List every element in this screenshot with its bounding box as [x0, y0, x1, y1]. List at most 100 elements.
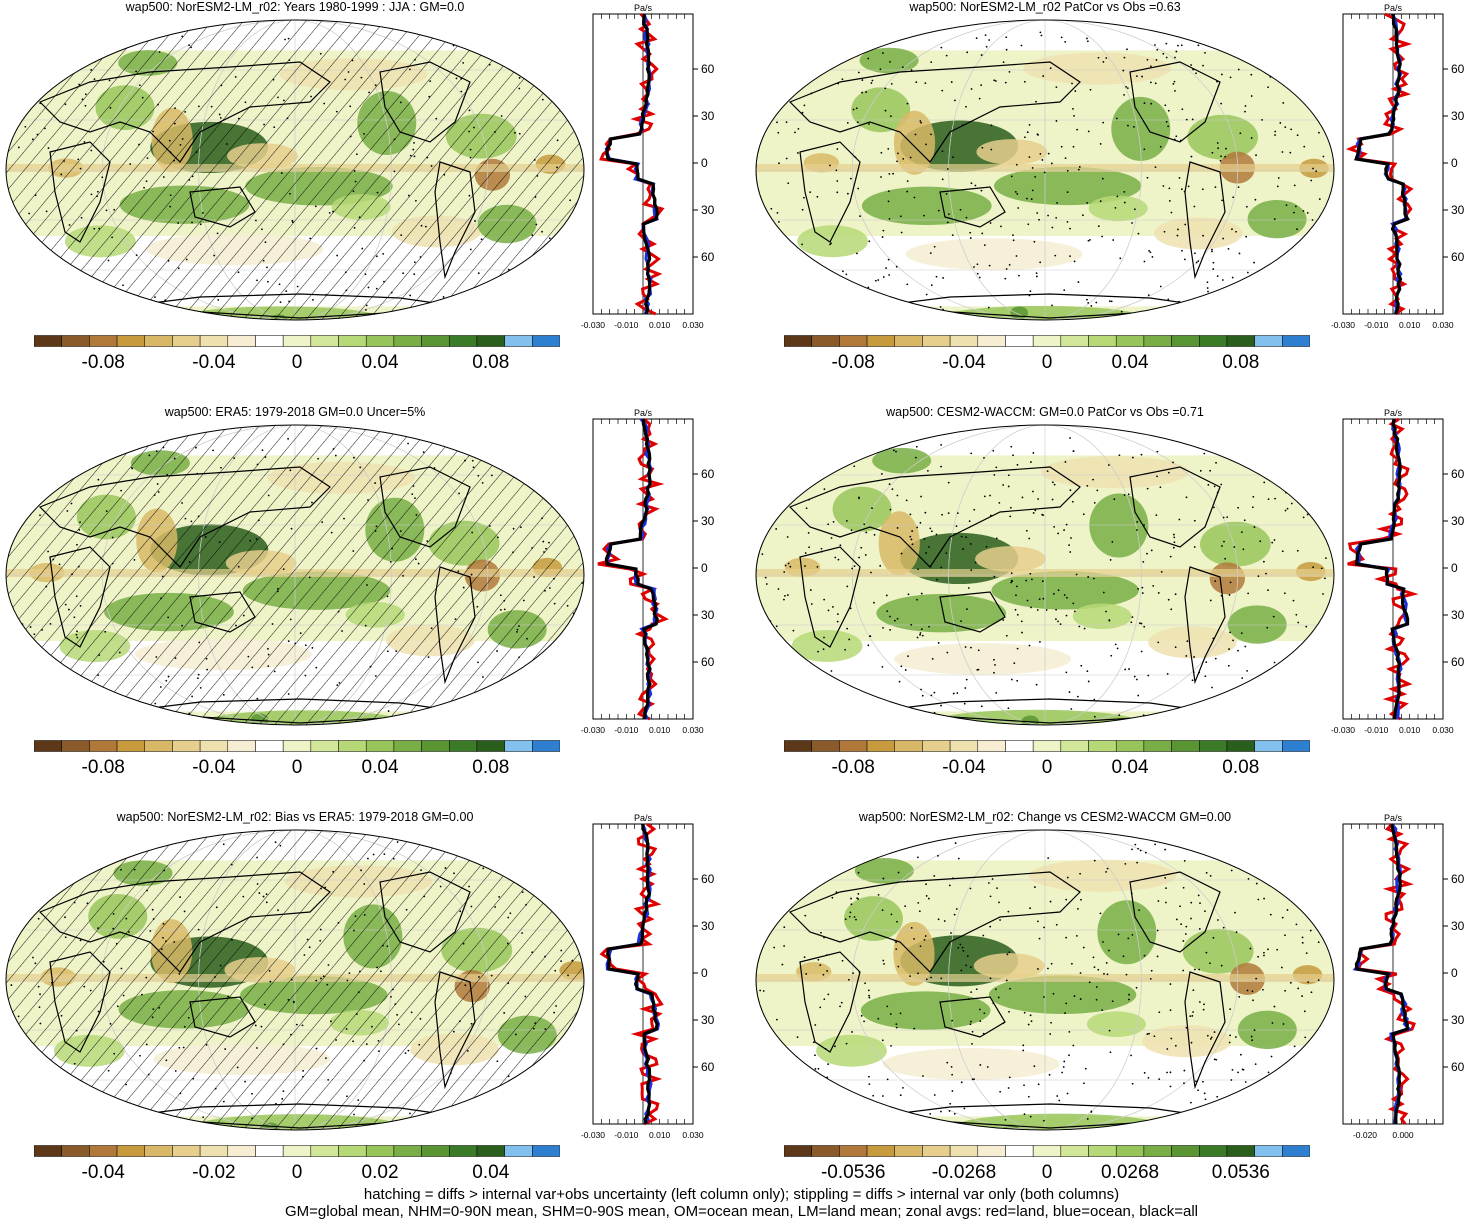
- stipple-dot: [1073, 450, 1075, 452]
- stipple-dot: [1041, 159, 1043, 161]
- stipple-dot: [456, 78, 458, 80]
- stipple-dot: [1251, 95, 1253, 97]
- stipple-dot: [1284, 851, 1286, 853]
- stipple-dot: [428, 656, 430, 658]
- stipple-dot: [1274, 446, 1276, 448]
- colorbar-swatch: [339, 1146, 367, 1157]
- stipple-dot: [1131, 893, 1133, 895]
- stipple-dot: [367, 499, 369, 501]
- stipple-dot: [979, 1020, 981, 1022]
- stipple-dot: [766, 1089, 768, 1091]
- colorbar-swatch: [1116, 336, 1144, 347]
- stipple-dot: [776, 625, 778, 627]
- stipple-dot: [992, 878, 994, 880]
- stipple-dot: [243, 615, 245, 617]
- stipple-dot: [1033, 512, 1035, 514]
- stipple-dot: [805, 973, 807, 975]
- stipple-dot: [966, 679, 968, 681]
- stipple-dot: [868, 240, 870, 242]
- stipple-dot: [969, 520, 971, 522]
- stipple-dot: [394, 138, 396, 140]
- stipple-dot: [847, 193, 849, 195]
- stipple-dot: [300, 632, 302, 634]
- stipple-dot: [1113, 498, 1115, 500]
- stipple-dot: [752, 1062, 754, 1064]
- stipple-dot: [1160, 714, 1162, 716]
- stipple-dot: [1237, 507, 1239, 509]
- stipple-dot: [1122, 70, 1124, 72]
- stipple-dot: [845, 851, 847, 853]
- stipple-dot: [1022, 1050, 1024, 1052]
- stipple-dot: [853, 465, 855, 467]
- colorbar-swatch: [394, 1146, 422, 1157]
- stipple-dot: [886, 1005, 888, 1007]
- stipple-dot: [1203, 33, 1205, 35]
- stipple-dot: [1003, 61, 1005, 63]
- stipple-dot: [1257, 956, 1259, 958]
- stipple-dot: [1242, 548, 1244, 550]
- stipple-dot: [938, 210, 940, 212]
- stipple-dot: [511, 699, 513, 701]
- stipple-dot: [937, 1121, 939, 1123]
- stipple-dot: [1166, 1072, 1168, 1074]
- stipple-dot: [472, 460, 474, 462]
- stipple-dot: [815, 1068, 817, 1070]
- stipple-dot: [554, 970, 556, 972]
- stipple-dot: [1173, 83, 1175, 85]
- stipple-dot: [158, 491, 160, 493]
- colorbar-swatch: [89, 1146, 117, 1157]
- stipple-dot: [1276, 448, 1278, 450]
- stipple-dot: [904, 905, 906, 907]
- stipple-dot: [414, 261, 416, 263]
- stipple-dot: [814, 438, 816, 440]
- stipple-dot: [1037, 609, 1039, 611]
- stipple-dot: [1238, 69, 1240, 71]
- stipple-dot: [1134, 676, 1136, 678]
- stipple-dot: [879, 565, 881, 567]
- stipple-dot: [223, 1101, 225, 1103]
- stipple-dot: [901, 553, 903, 555]
- colorbar-swatch: [1089, 336, 1117, 347]
- stipple-dot: [1252, 506, 1254, 508]
- stipple-dot: [464, 984, 466, 986]
- stipple-dot: [1064, 1012, 1066, 1014]
- stipple-dot: [1088, 681, 1090, 683]
- stipple-dot: [274, 671, 276, 673]
- stipple-dot: [414, 59, 416, 61]
- stipple-dot: [1284, 990, 1286, 992]
- stipple-dot: [1017, 207, 1019, 209]
- stipple-dot: [1089, 239, 1091, 241]
- stipple-dot: [906, 191, 908, 193]
- stipple-dot: [1229, 1034, 1231, 1036]
- stipple-dot: [1217, 275, 1219, 277]
- stipple-dot: [1127, 937, 1129, 939]
- field-blob: [1148, 626, 1237, 658]
- stipple-dot: [970, 991, 972, 993]
- stipple-dot: [808, 546, 810, 548]
- stipple-dot: [554, 603, 556, 605]
- field-blob: [1248, 200, 1307, 238]
- colorbar-swatch: [505, 336, 533, 347]
- stipple-dot: [1214, 186, 1216, 188]
- stipple-dot: [315, 980, 317, 982]
- colorbar-tick-label: 0: [292, 352, 303, 374]
- stipple-dot: [1215, 1059, 1217, 1061]
- stipple-dot: [897, 152, 899, 154]
- stipple-dot: [446, 1119, 448, 1121]
- stipple-dot: [507, 917, 509, 919]
- stipple-dot: [842, 43, 844, 45]
- colorbar-swatch: [145, 741, 173, 752]
- colorbar-tick-label: 0.04: [362, 352, 399, 374]
- stipple-dot: [302, 1025, 304, 1027]
- stipple-dot: [1033, 1065, 1035, 1067]
- stipple-dot: [549, 237, 551, 239]
- stipple-dot: [1228, 248, 1230, 250]
- stipple-dot: [1222, 279, 1224, 281]
- stipple-dot: [383, 853, 385, 855]
- stipple-dot: [1127, 87, 1129, 89]
- stipple-dot: [56, 40, 58, 42]
- stipple-dot: [32, 957, 34, 959]
- stipple-dot: [888, 201, 890, 203]
- stipple-dot: [1268, 1071, 1270, 1073]
- stipple-dot: [1056, 202, 1058, 204]
